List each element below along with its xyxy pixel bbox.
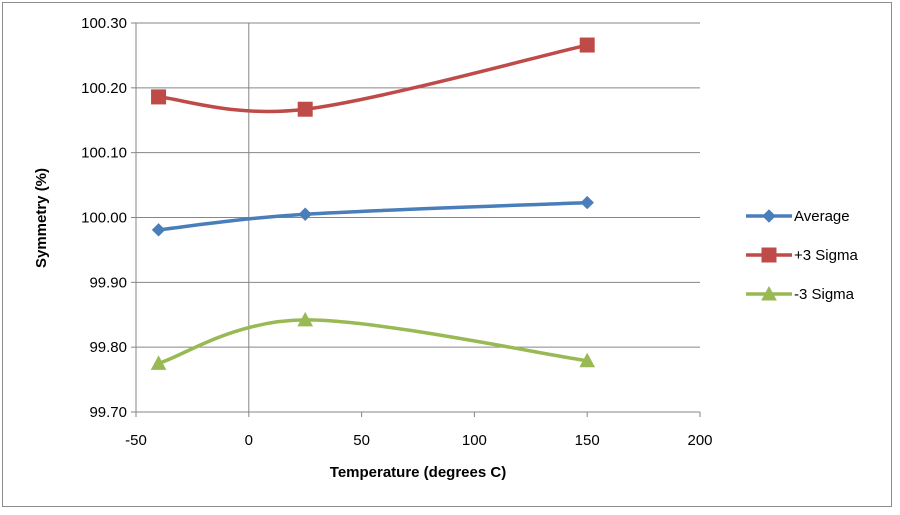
x-tick-label: 50 — [353, 432, 370, 449]
legend-marker-diamond — [762, 209, 776, 223]
series-line — [156, 200, 589, 232]
y-tick-label: 100.30 — [81, 15, 127, 32]
series-line — [156, 43, 589, 114]
data-point-triangle — [150, 355, 167, 370]
series-triangle — [150, 311, 596, 370]
x-tick-label: 0 — [245, 432, 253, 449]
x-tick-label: 200 — [687, 432, 712, 449]
x-tick-label: 100 — [462, 432, 487, 449]
y-tick-label: 99.90 — [89, 274, 127, 291]
axes — [131, 22, 701, 417]
y-tick-label: 100.00 — [81, 210, 127, 227]
legend-marker-square — [761, 247, 777, 263]
y-tick-labels: 100.30 100.20 100.10 100.00 99.90 99.80 99.70 — [81, 15, 127, 421]
y-tick-label: 99.70 — [89, 404, 127, 421]
legend-label: +3 Sigma — [794, 247, 858, 264]
data-point-diamond — [298, 207, 312, 221]
legend-item: -3 Sigma — [746, 285, 855, 303]
legend-label: -3 Sigma — [794, 286, 855, 303]
legend-marker-triangle — [761, 285, 777, 301]
grid-lines — [136, 22, 700, 413]
legend: Average +3 Sigma -3 Sigma — [746, 208, 858, 303]
data-point-square — [579, 37, 595, 53]
legend-label: Average — [794, 208, 850, 225]
series-diamond — [151, 195, 594, 237]
series-square — [151, 37, 595, 117]
y-axis-title: Symmetry (%) — [33, 168, 50, 268]
x-tick-label: -50 — [125, 432, 147, 449]
data-point-square — [297, 101, 313, 117]
y-tick-label: 99.80 — [89, 339, 127, 356]
legend-item: Average — [746, 208, 850, 225]
y-tick-label: 100.10 — [81, 145, 127, 162]
data-point-triangle — [579, 352, 596, 368]
data-point-triangle — [297, 311, 314, 327]
series-lines — [150, 37, 596, 370]
data-point-diamond — [151, 223, 166, 237]
x-axis-title: Temperature (degrees C) — [330, 464, 506, 481]
data-point-square — [151, 89, 167, 105]
series-line — [156, 318, 589, 366]
x-tick-label: 150 — [575, 432, 600, 449]
data-point-diamond — [580, 195, 594, 210]
chart-frame — [2, 2, 892, 507]
x-tick-labels: -50 0 50 100 150 200 — [125, 432, 712, 449]
y-tick-label: 100.20 — [81, 80, 127, 97]
legend-item: +3 Sigma — [746, 247, 858, 264]
